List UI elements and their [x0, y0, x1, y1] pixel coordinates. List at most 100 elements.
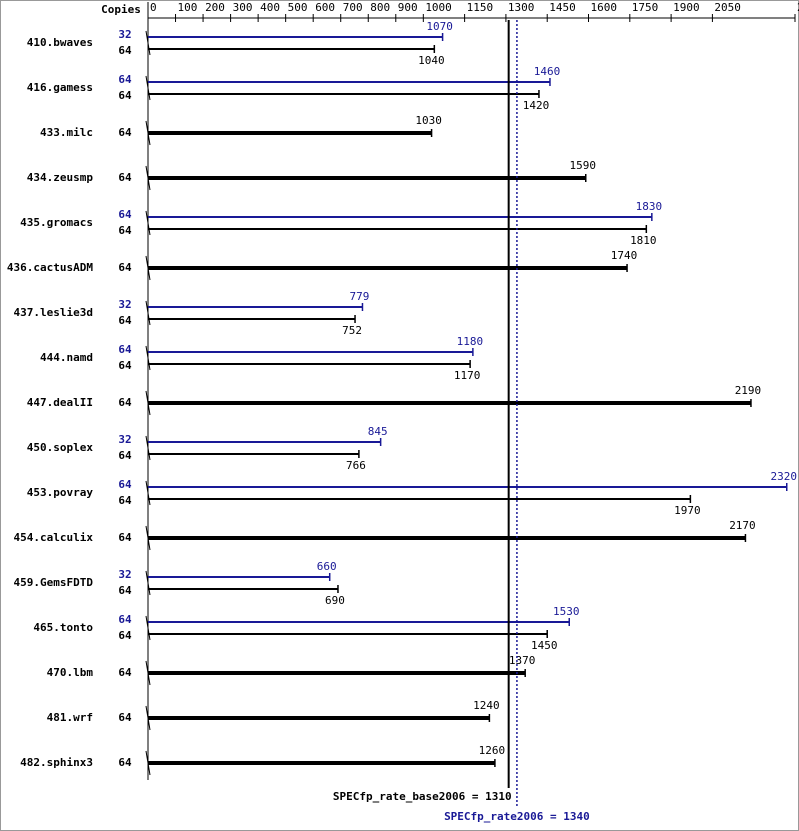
x-tick-label: 1150 [467, 1, 494, 14]
value-label: 1450 [531, 639, 558, 652]
x-tick-label: 100 [178, 1, 198, 14]
value-label: 1070 [426, 20, 453, 33]
category-label: 453.povray [27, 486, 94, 499]
value-label: 1420 [523, 99, 550, 112]
x-tick-label: 1750 [632, 1, 659, 14]
x-tick-label: 1450 [549, 1, 576, 14]
row-tick [145, 615, 151, 641]
x-tick-label: 200 [205, 1, 225, 14]
copies-label: 32 [118, 568, 131, 581]
category-label: 459.GemsFDTD [14, 576, 94, 589]
x-tick-label: 2050 [714, 1, 741, 14]
category-label: 437.leslie3d [14, 306, 93, 319]
x-tick-label: 700 [343, 1, 363, 14]
row-tick [145, 570, 151, 596]
copies-label: 64 [118, 449, 132, 462]
row-tick [145, 210, 151, 236]
copies-label: 64 [118, 396, 132, 409]
copies-label: 64 [118, 73, 132, 86]
copies-label: 64 [118, 44, 132, 57]
copies-label: 32 [118, 433, 131, 446]
copies-label: 64 [118, 584, 132, 597]
reference-label: SPECfp_rate_base2006 = 1310 [333, 790, 512, 803]
copies-label: 32 [118, 298, 131, 311]
copies-header: Copies [101, 3, 141, 16]
category-label: 416.gamess [27, 81, 93, 94]
x-tick-label: 300 [233, 1, 253, 14]
category-label: 450.soplex [27, 441, 94, 454]
copies-label: 64 [118, 359, 132, 372]
row-tick [145, 480, 151, 506]
value-label: 1970 [674, 504, 701, 517]
category-label: 482.sphinx3 [20, 756, 93, 769]
copies-label: 64 [118, 613, 132, 626]
value-label: 1830 [636, 200, 663, 213]
copies-label: 64 [118, 208, 132, 221]
category-label: 434.zeusmp [27, 171, 94, 184]
x-tick-label: 2350 [797, 1, 799, 14]
x-tick-label: 0 [150, 1, 157, 14]
category-label: 444.namd [40, 351, 93, 364]
copies-label: 64 [118, 629, 132, 642]
value-label: 1170 [454, 369, 481, 382]
category-label: 410.bwaves [27, 36, 93, 49]
copies-label: 64 [118, 314, 132, 327]
value-label: 1260 [479, 744, 506, 757]
x-tick-label: 1300 [508, 1, 535, 14]
category-label: 470.lbm [47, 666, 94, 679]
copies-label: 64 [118, 478, 132, 491]
value-label: 766 [346, 459, 366, 472]
category-label: 433.milc [40, 126, 93, 139]
row-tick [145, 300, 151, 326]
value-label: 2170 [729, 519, 756, 532]
value-label: 1180 [457, 335, 484, 348]
value-label: 1040 [418, 54, 445, 67]
category-label: 436.cactusADM [7, 261, 93, 274]
value-label: 779 [350, 290, 370, 303]
x-tick-label: 1600 [591, 1, 618, 14]
category-label: 465.tonto [33, 621, 93, 634]
copies-label: 64 [118, 224, 132, 237]
value-label: 2320 [770, 470, 797, 483]
reference-label: SPECfp_rate2006 = 1340 [444, 810, 590, 823]
value-label: 752 [342, 324, 362, 337]
copies-label: 64 [118, 531, 132, 544]
value-label: 1240 [473, 699, 500, 712]
copies-label: 64 [118, 89, 132, 102]
category-label: 481.wrf [47, 711, 93, 724]
value-label: 1740 [611, 249, 638, 262]
value-label: 1030 [415, 114, 442, 127]
x-tick-label: 900 [398, 1, 418, 14]
value-label: 2190 [735, 384, 762, 397]
category-label: 447.dealII [27, 396, 93, 409]
x-tick-label: 800 [370, 1, 390, 14]
category-label: 435.gromacs [20, 216, 93, 229]
copies-label: 64 [118, 756, 132, 769]
x-tick-label: 400 [260, 1, 280, 14]
copies-label: 64 [118, 494, 132, 507]
copies-label: 64 [118, 711, 132, 724]
category-label: 454.calculix [14, 531, 94, 544]
value-label: 1530 [553, 605, 580, 618]
copies-label: 32 [118, 28, 131, 41]
copies-label: 64 [118, 171, 132, 184]
value-label: 1590 [570, 159, 597, 172]
x-tick-label: 1900 [673, 1, 700, 14]
value-label: 660 [317, 560, 337, 573]
copies-label: 64 [118, 343, 132, 356]
value-label: 845 [368, 425, 388, 438]
copies-label: 64 [118, 666, 132, 679]
copies-label: 64 [118, 261, 132, 274]
row-tick [145, 75, 151, 101]
value-label: 1810 [630, 234, 657, 247]
value-label: 1460 [534, 65, 561, 78]
copies-label: 64 [118, 126, 132, 139]
row-tick [145, 30, 151, 56]
x-tick-label: 1000 [425, 1, 452, 14]
x-tick-label: 500 [288, 1, 308, 14]
x-tick-label: 600 [315, 1, 335, 14]
value-label: 690 [325, 594, 345, 607]
value-label: 1370 [509, 654, 536, 667]
